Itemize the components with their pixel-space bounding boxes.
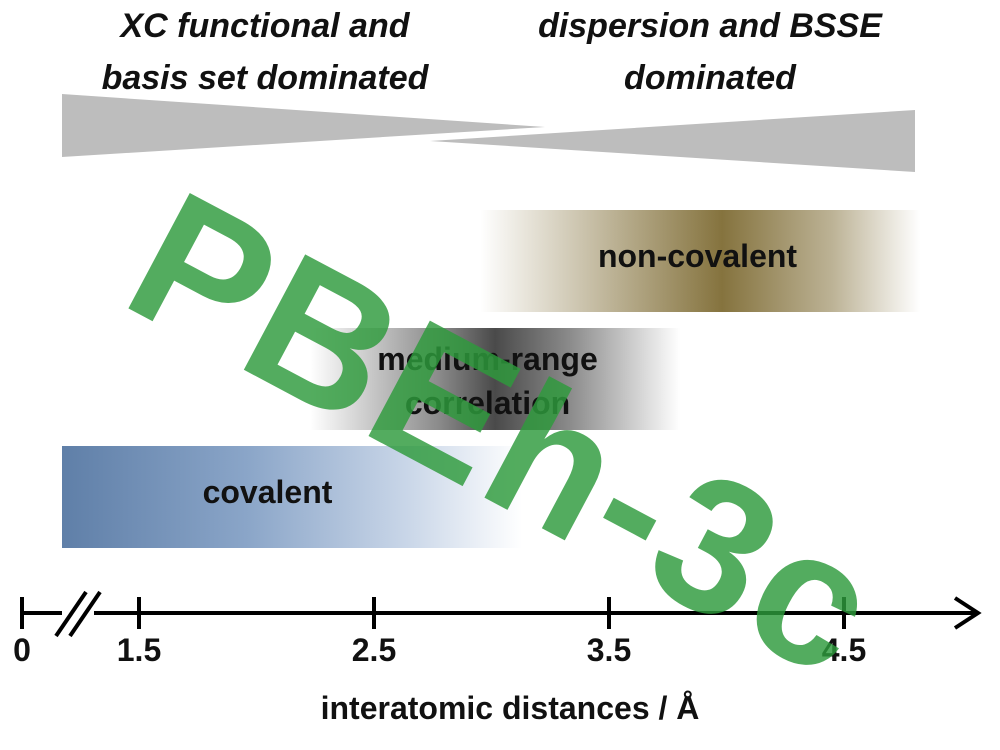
header-xc-basis: XC functional and basis set dominated — [60, 0, 470, 104]
tick-label-2-5: 2.5 — [351, 632, 397, 668]
wedge-left — [62, 94, 545, 157]
label-non-covalent: non-covalent — [597, 238, 798, 274]
label-medium-line-1: medium-range — [377, 341, 598, 377]
band-medium-range — [310, 328, 680, 430]
axis-arrowhead — [953, 596, 982, 630]
header-left-line-2: basis set dominated — [101, 59, 429, 97]
wedge-right — [430, 110, 915, 172]
tick-label-3-5: 3.5 — [586, 632, 632, 668]
header-right-line-1: dispersion and BSSE — [538, 7, 882, 45]
header-left-line-1: XC functional and — [120, 7, 410, 45]
label-medium-range: medium-range correlation — [335, 337, 640, 425]
label-medium-line-2: correlation — [404, 385, 571, 421]
axis-title: interatomic distances / Å — [320, 690, 700, 726]
band-covalent — [62, 446, 522, 548]
header-right-line-2: dominated — [624, 59, 796, 97]
label-covalent: covalent — [202, 474, 333, 510]
axis-break — [54, 590, 102, 638]
tick-label-4-5: 4.5 — [821, 632, 867, 668]
header-dispersion-bsse: dispersion and BSSE dominated — [505, 0, 915, 104]
tick-label-0: 0 — [13, 632, 31, 668]
band-non-covalent — [480, 210, 920, 312]
tick-label-1-5: 1.5 — [116, 632, 162, 668]
